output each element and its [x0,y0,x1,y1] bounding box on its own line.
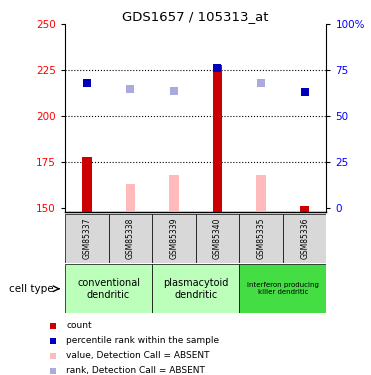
Text: value, Detection Call = ABSENT: value, Detection Call = ABSENT [66,351,210,360]
Text: GSM85337: GSM85337 [82,217,91,259]
Bar [300,206,309,212]
Bar [82,157,92,212]
Bar [239,264,326,313]
Bar [65,214,109,262]
Bar [169,175,179,212]
Title: GDS1657 / 105313_at: GDS1657 / 105313_at [122,10,269,23]
Bar [109,214,152,262]
Bar [152,264,239,313]
Text: interferon producing
killer dendritic: interferon producing killer dendritic [247,282,319,295]
Bar [196,214,239,262]
Text: plasmacytoid
dendritic: plasmacytoid dendritic [163,278,229,300]
Text: percentile rank within the sample: percentile rank within the sample [66,336,220,345]
Bar [256,175,266,212]
Bar [152,214,196,262]
Text: GSM85338: GSM85338 [126,217,135,259]
Text: count: count [66,321,92,330]
Bar [213,65,222,212]
Text: GSM85335: GSM85335 [257,217,266,259]
Bar [283,214,326,262]
Text: cell type: cell type [9,284,54,294]
Bar [125,184,135,212]
Text: rank, Detection Call = ABSENT: rank, Detection Call = ABSENT [66,366,205,375]
Bar [239,214,283,262]
Text: GSM85336: GSM85336 [300,217,309,259]
Bar [65,264,152,313]
Text: GSM85339: GSM85339 [170,217,178,259]
Text: conventional
dendritic: conventional dendritic [77,278,140,300]
Text: GSM85340: GSM85340 [213,217,222,259]
